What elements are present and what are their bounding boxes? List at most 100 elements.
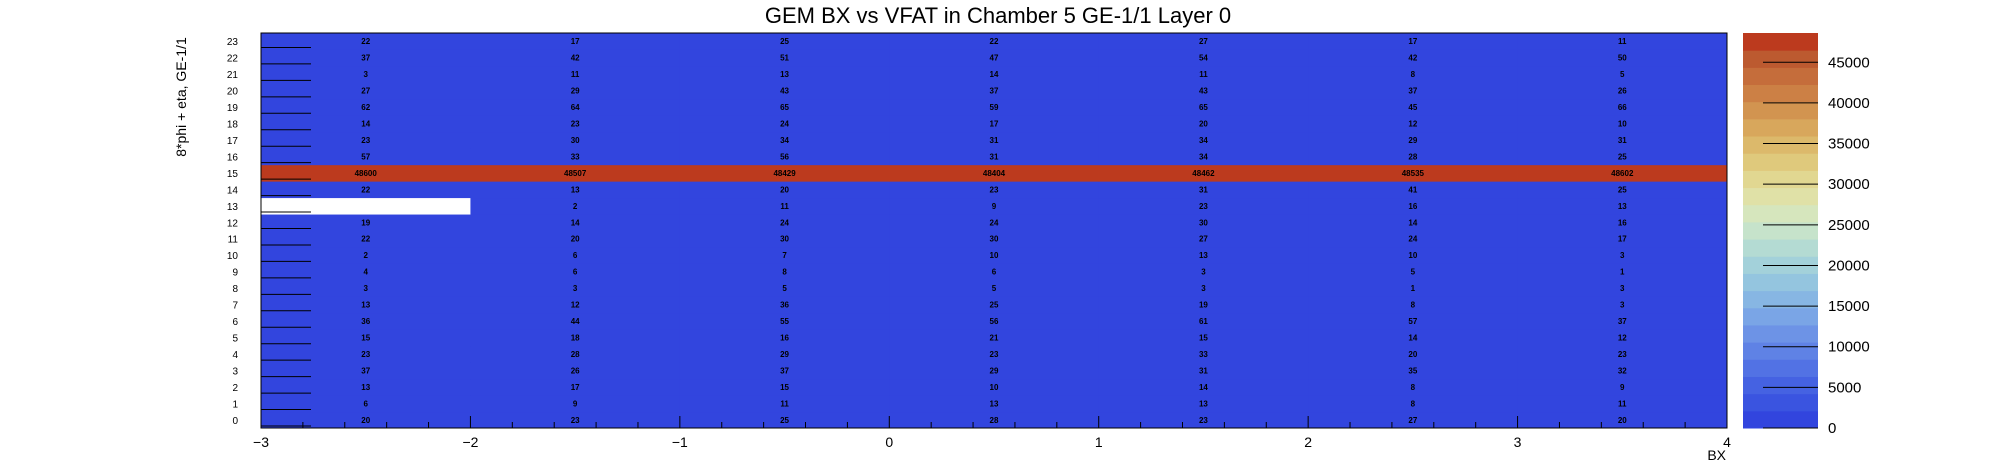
- cell-value-label: 44: [571, 317, 580, 326]
- cell-value-label: 31: [1199, 366, 1208, 375]
- color-bar-segment: [1743, 101, 1818, 120]
- heatmap-cell: [679, 378, 890, 396]
- cell-value-label: 31: [990, 136, 999, 145]
- heatmap-cell: [1308, 263, 1519, 281]
- heatmap-cell: [1517, 230, 1728, 248]
- heatmap-cell: [1098, 329, 1309, 347]
- heatmap-cell: [889, 362, 1100, 380]
- cell-value-label: 22: [361, 37, 370, 46]
- cell-value-label: 29: [990, 366, 999, 375]
- heatmap-cell: [261, 214, 471, 231]
- heatmap-cell: [679, 312, 890, 330]
- y-tick-label: 21: [227, 70, 239, 81]
- color-bar-segment: [1743, 221, 1818, 240]
- cell-value-label: 36: [780, 301, 789, 310]
- cell-value-label: 59: [990, 103, 999, 112]
- heatmap-cell: [1517, 49, 1728, 67]
- heatmap-cell: [679, 230, 890, 248]
- cell-value-label: 24: [1408, 235, 1417, 244]
- cell-value-label: 10: [1408, 251, 1417, 260]
- y-tick-label: 16: [227, 152, 239, 163]
- cell-value-label: 22: [990, 37, 999, 46]
- heatmap-cell: [470, 148, 681, 166]
- heatmap-cell: [261, 329, 471, 347]
- cell-value-label: 42: [1408, 54, 1417, 63]
- heatmap-cell: [679, 345, 890, 363]
- cell-value-label: 48602: [1611, 169, 1634, 178]
- cell-value-label: 5: [1411, 268, 1416, 277]
- heatmap-cell: [1517, 131, 1728, 149]
- cell-value-label: 18: [571, 333, 580, 342]
- cell-value-label: 22: [361, 235, 370, 244]
- color-bar-tick-label: 0: [1828, 420, 1836, 437]
- cell-value-label: 3: [1201, 284, 1206, 293]
- cell-value-label: 15: [361, 333, 370, 342]
- y-tick-label: 17: [227, 136, 239, 147]
- color-bar-tick-label: 5000: [1828, 379, 1861, 396]
- cell-value-label: 13: [780, 70, 789, 79]
- cell-value-label: 62: [361, 103, 370, 112]
- heatmap-cell: [679, 296, 890, 314]
- heatmap-cell: [1308, 411, 1519, 429]
- heatmap-cell: [1098, 411, 1309, 429]
- color-bar-tick-label: 15000: [1828, 298, 1870, 315]
- x-tick-label: 4: [1723, 434, 1731, 450]
- heatmap-cell: [679, 181, 890, 199]
- color-bar-tick-label: 10000: [1828, 339, 1870, 356]
- cell-value-label: 8: [1411, 399, 1416, 408]
- heatmap-cell: [470, 246, 681, 264]
- cell-value-label: 10: [990, 251, 999, 260]
- cell-value-label: 57: [361, 152, 370, 161]
- heatmap-cell: [679, 148, 890, 166]
- cell-value-label: 8: [1411, 383, 1416, 392]
- cell-value-label: 57: [1408, 317, 1417, 326]
- heatmap-cell: [889, 181, 1100, 199]
- heatmap-cell: [261, 197, 471, 215]
- cell-value-label: 19: [1199, 301, 1208, 310]
- heatmap-cell: [261, 49, 471, 67]
- heatmap-cell: [1517, 65, 1728, 83]
- cell-value-label: 45: [1408, 103, 1417, 112]
- cell-value-label: 13: [990, 399, 999, 408]
- color-bar-segment: [1743, 50, 1818, 68]
- cell-value-label: 5: [782, 284, 787, 293]
- cell-value-label: 2: [573, 202, 578, 211]
- heatmap-cell: [679, 115, 890, 133]
- y-tick-label: 22: [227, 54, 239, 65]
- heatmap-cell: [261, 411, 471, 429]
- heatmap-cell: [261, 362, 471, 380]
- heatmap-cell: [1308, 246, 1519, 264]
- heatmap-cell: [1308, 279, 1519, 297]
- heatmap-cell: [470, 164, 681, 182]
- heatmap-cell: [1308, 378, 1519, 396]
- heatmap-cell: [1308, 296, 1519, 314]
- y-tick-label: 9: [232, 268, 238, 279]
- x-tick-label: −1: [672, 434, 688, 450]
- heatmap-cell: [1098, 395, 1309, 413]
- heatmap-cell: [1517, 148, 1728, 166]
- heatmap-cell: [1098, 49, 1309, 67]
- cell-value-label: 23: [361, 136, 370, 145]
- heatmap-cell: [261, 115, 471, 133]
- cell-value-label: 11: [571, 70, 580, 79]
- cell-value-label: 29: [1408, 136, 1417, 145]
- heatmap-cell: [1517, 395, 1728, 413]
- cell-value-label: 31: [990, 152, 999, 161]
- heatmap-cell: [679, 49, 890, 67]
- heatmap-cell: [679, 65, 890, 83]
- cell-value-label: 37: [780, 366, 789, 375]
- cell-value-label: 25: [990, 301, 999, 310]
- heatmap-cell: [470, 82, 681, 100]
- heatmap-cells: [261, 33, 1728, 429]
- heatmap-cell: [1517, 329, 1728, 347]
- x-axis-label: BX: [1707, 447, 1726, 463]
- cell-value-label: 27: [1408, 416, 1417, 425]
- x-tick-label: 1: [1095, 434, 1103, 450]
- heatmap-cell: [679, 263, 890, 281]
- heatmap-cell: [679, 98, 890, 116]
- heatmap-cell: [470, 263, 681, 281]
- heatmap-cell: [1308, 329, 1519, 347]
- cell-value-label: 25: [1618, 152, 1627, 161]
- x-axis: −3 −2 −1 0 1 2 3 4: [253, 416, 1731, 450]
